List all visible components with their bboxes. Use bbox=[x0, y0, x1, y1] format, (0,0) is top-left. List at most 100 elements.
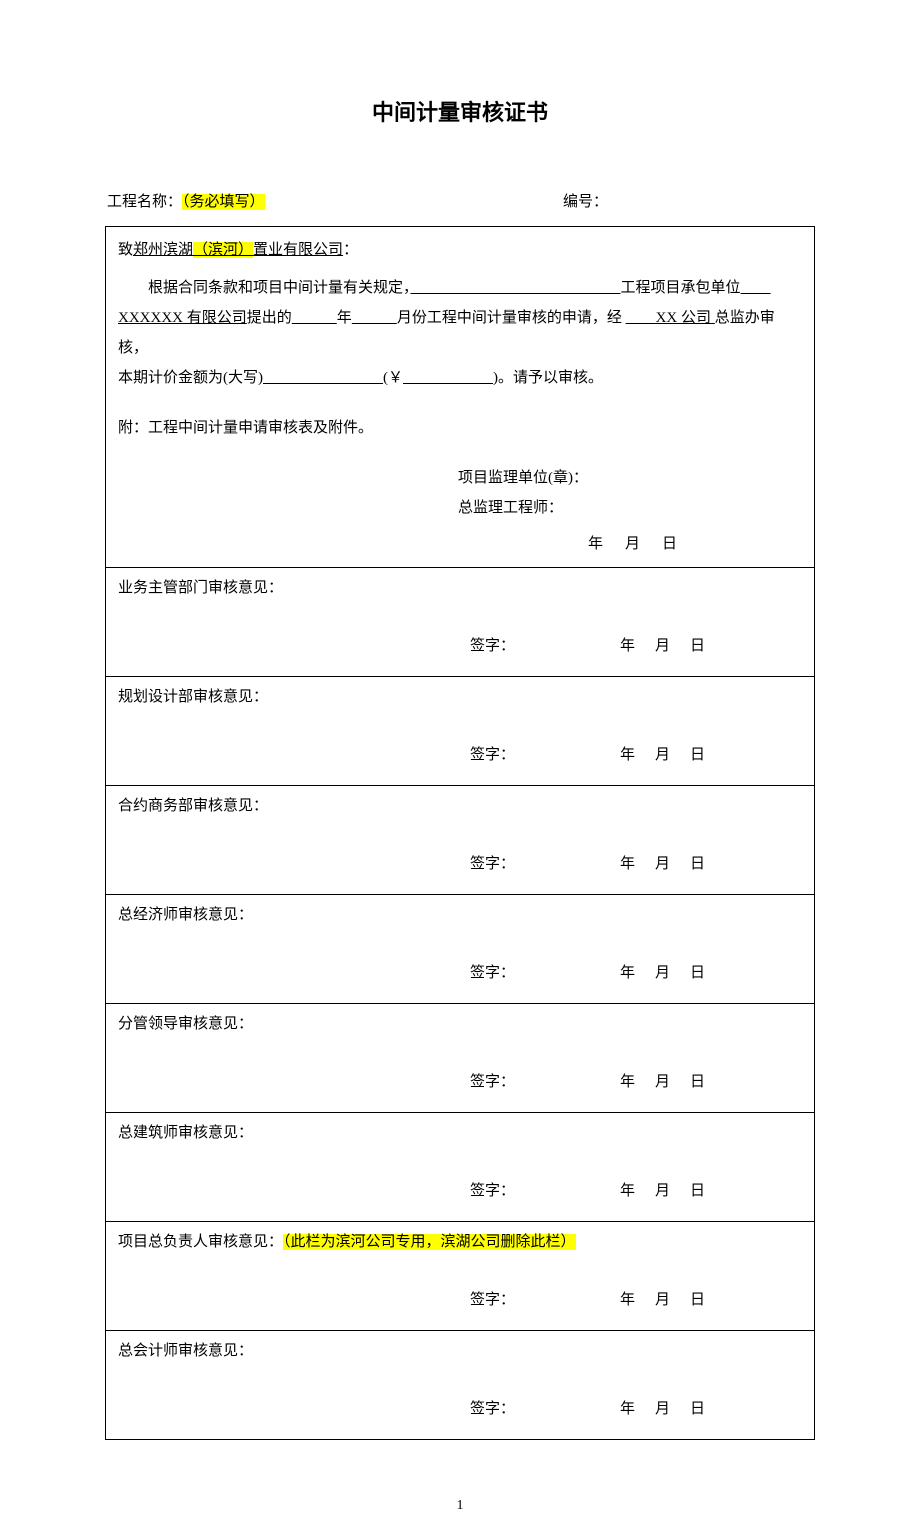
date-1: 年月日 bbox=[620, 743, 725, 767]
blank-1 bbox=[411, 280, 621, 296]
y6: 年 bbox=[620, 1292, 635, 1308]
section-7-header: 总会计师审核意见： bbox=[106, 1331, 815, 1372]
section-6-note: （此栏为滨河公司专用，滨湖公司删除此栏） bbox=[283, 1234, 576, 1250]
blank-amount-cn bbox=[263, 370, 383, 386]
sign-label-4: 签字： bbox=[470, 1070, 610, 1094]
d0: 日 bbox=[690, 638, 705, 654]
y3: 年 bbox=[620, 965, 635, 981]
section-1-header: 规划设计部审核意见： bbox=[106, 677, 815, 718]
m6: 月 bbox=[655, 1292, 670, 1308]
y0: 年 bbox=[620, 638, 635, 654]
chief-engineer: 总监理工程师： bbox=[458, 493, 802, 523]
line1-prefix: 根据合同条款和项目中间计量有关规定， bbox=[148, 280, 411, 296]
section-0-body: 签字： 年月日 bbox=[106, 608, 815, 677]
to-company-highlight: （滨河） bbox=[193, 242, 253, 258]
section-7-body: 签字： 年 月 日 bbox=[106, 1371, 815, 1440]
blank-2c bbox=[626, 310, 656, 326]
section-3-body: 签字： 年 月 日 bbox=[106, 935, 815, 1004]
line3-prefix: 本期计价金额为(大写) bbox=[118, 370, 263, 386]
section-4-header: 分管领导审核意见： bbox=[106, 1004, 815, 1045]
line2b: 月份工程中间计量审核的申请，经 bbox=[397, 310, 622, 326]
project-hint: （务必填写） bbox=[182, 194, 265, 210]
intro-date-line: 年月日 bbox=[588, 529, 802, 559]
y1: 年 bbox=[620, 747, 635, 763]
d3: 日 bbox=[690, 965, 705, 981]
number-field: 编号： bbox=[563, 190, 813, 214]
m2: 月 bbox=[655, 856, 670, 872]
sign-label-0: 签字： bbox=[470, 634, 610, 658]
intro-year: 年 bbox=[588, 536, 605, 552]
sign-label-3: 签字： bbox=[470, 961, 610, 985]
intro-cell: 致郑州滨湖（滨河）置业有限公司： 根据合同条款和项目中间计量有关规定， 工程项目… bbox=[106, 227, 815, 568]
line2-company: XXXXXX 有限公司 bbox=[118, 310, 247, 326]
section-5-title: 总建筑师审核意见： bbox=[118, 1125, 253, 1141]
document-title: 中间计量审核证书 bbox=[105, 95, 815, 130]
d5: 日 bbox=[690, 1183, 705, 1199]
blank-amount-num bbox=[403, 370, 493, 386]
m7: 月 bbox=[655, 1401, 670, 1417]
page-number: 1 bbox=[105, 1495, 815, 1517]
y2: 年 bbox=[620, 856, 635, 872]
blank-month bbox=[352, 310, 397, 326]
paragraph-line1: 根据合同条款和项目中间计量有关规定， 工程项目承包单位 bbox=[118, 273, 802, 303]
line2-company-short: XX 公司 bbox=[656, 310, 711, 326]
to-prefix: 致 bbox=[118, 242, 133, 258]
supervisor-block: 项目监理单位(章)： 总监理工程师： bbox=[458, 463, 802, 523]
m5: 月 bbox=[655, 1183, 670, 1199]
section-0-title: 业务主管部门审核意见： bbox=[118, 580, 283, 596]
header-row: 工程名称：（务必填写） 编号： bbox=[105, 190, 815, 214]
project-label: 工程名称： bbox=[107, 194, 182, 210]
section-1-title: 规划设计部审核意见： bbox=[118, 689, 268, 705]
section-4-body: 签字： 年月日 bbox=[106, 1044, 815, 1113]
section-2-header: 合约商务部审核意见： bbox=[106, 786, 815, 827]
number-label: 编号： bbox=[563, 194, 608, 210]
d2: 日 bbox=[690, 856, 705, 872]
blank-1b bbox=[741, 280, 771, 296]
line3-mid: (￥ bbox=[383, 370, 403, 386]
supervisor-unit: 项目监理单位(章)： bbox=[458, 463, 802, 493]
sign-label-5: 签字： bbox=[470, 1179, 610, 1203]
section-3-title: 总经济师审核意见： bbox=[118, 907, 253, 923]
d1: 日 bbox=[690, 747, 705, 763]
intro-day: 日 bbox=[662, 536, 679, 552]
intro-month: 月 bbox=[625, 536, 642, 552]
line2a: 提出的 bbox=[247, 310, 292, 326]
form-table: 致郑州滨湖（滨河）置业有限公司： 根据合同条款和项目中间计量有关规定， 工程项目… bbox=[105, 226, 815, 1440]
section-6-body: 签字：年月日 bbox=[106, 1262, 815, 1331]
y5: 年 bbox=[620, 1183, 635, 1199]
section-0-header: 业务主管部门审核意见： bbox=[106, 568, 815, 609]
date-0: 年月日 bbox=[620, 634, 725, 658]
sign-label-1: 签字： bbox=[470, 743, 610, 767]
salutation-line: 致郑州滨湖（滨河）置业有限公司： bbox=[118, 235, 802, 265]
paragraph-line3: 本期计价金额为(大写) (￥ )。请予以审核。 bbox=[118, 363, 802, 393]
d6: 日 bbox=[690, 1292, 705, 1308]
to-company-part1: 郑州滨湖 bbox=[133, 242, 193, 258]
project-name-field: 工程名称：（务必填写） bbox=[107, 190, 563, 214]
line1-suffix: 工程项目承包单位 bbox=[621, 280, 741, 296]
date-2: 年月日 bbox=[620, 852, 725, 876]
m3: 月 bbox=[655, 965, 670, 981]
year-label: 年 bbox=[337, 310, 352, 326]
date-4: 年月日 bbox=[620, 1070, 725, 1094]
section-5-header: 总建筑师审核意见： bbox=[106, 1113, 815, 1154]
d4: 日 bbox=[690, 1074, 705, 1090]
line3-end: )。请予以审核。 bbox=[493, 370, 603, 386]
date-5: 年月日 bbox=[620, 1179, 725, 1203]
date-3: 年月日 bbox=[620, 961, 725, 985]
paragraph-line2: XXXXXX 有限公司提出的 年 月份工程中间计量审核的申请，经 XX 公司 总… bbox=[118, 303, 802, 363]
date-7: 年月日 bbox=[620, 1397, 725, 1421]
blank-year bbox=[292, 310, 337, 326]
date-6: 年月日 bbox=[620, 1288, 725, 1312]
d7: 日 bbox=[690, 1401, 705, 1417]
attachment-line: 附：工程中间计量申请审核表及附件。 bbox=[118, 413, 802, 443]
y7: 年 bbox=[620, 1401, 635, 1417]
section-7-title: 总会计师审核意见： bbox=[118, 1343, 253, 1359]
section-2-title: 合约商务部审核意见： bbox=[118, 798, 268, 814]
section-2-body: 签字：年月日 bbox=[106, 826, 815, 895]
m1: 月 bbox=[655, 747, 670, 763]
section-6-title: 项目总负责人审核意见： bbox=[118, 1234, 283, 1250]
section-3-header: 总经济师审核意见： bbox=[106, 895, 815, 936]
section-1-body: 签字： 年 月 日 bbox=[106, 717, 815, 786]
section-5-body: 签字： 年 月 日 bbox=[106, 1153, 815, 1222]
sign-label-7: 签字： bbox=[470, 1397, 610, 1421]
